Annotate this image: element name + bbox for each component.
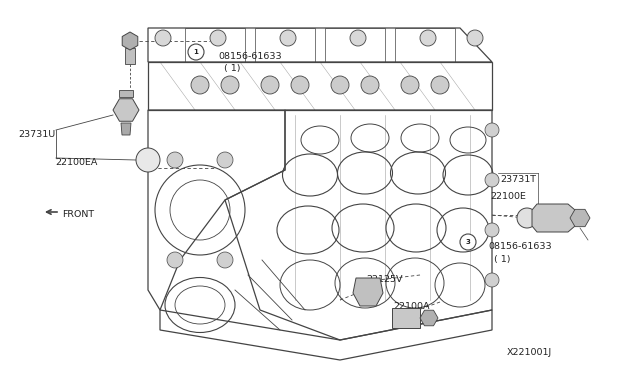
Text: 08156-61633: 08156-61633 <box>218 52 282 61</box>
Circle shape <box>291 76 309 94</box>
Circle shape <box>460 234 476 250</box>
Text: ( 1): ( 1) <box>494 255 511 264</box>
Circle shape <box>210 30 226 46</box>
Polygon shape <box>392 308 420 328</box>
Polygon shape <box>570 209 590 227</box>
Text: 23731U: 23731U <box>18 130 55 139</box>
Text: X221001J: X221001J <box>507 348 552 357</box>
Circle shape <box>485 273 499 287</box>
Circle shape <box>467 30 483 46</box>
Circle shape <box>431 76 449 94</box>
Circle shape <box>217 152 233 168</box>
Text: 22100E: 22100E <box>490 192 526 201</box>
Circle shape <box>136 148 160 172</box>
Text: 3: 3 <box>465 239 470 245</box>
Text: 23731T: 23731T <box>500 175 536 184</box>
Text: FRONT: FRONT <box>62 210 94 219</box>
Circle shape <box>221 76 239 94</box>
Circle shape <box>331 76 349 94</box>
Text: 22100EA: 22100EA <box>55 158 97 167</box>
Circle shape <box>261 76 279 94</box>
Circle shape <box>485 223 499 237</box>
Circle shape <box>350 30 366 46</box>
Text: 22125V: 22125V <box>366 275 403 284</box>
Polygon shape <box>353 278 383 306</box>
Circle shape <box>167 252 183 268</box>
Text: 1: 1 <box>193 49 198 55</box>
Circle shape <box>485 173 499 187</box>
Circle shape <box>420 30 436 46</box>
Circle shape <box>485 123 499 137</box>
Polygon shape <box>420 310 438 326</box>
Text: 22100A: 22100A <box>393 302 429 311</box>
Circle shape <box>361 76 379 94</box>
Circle shape <box>155 30 171 46</box>
Polygon shape <box>532 204 575 232</box>
Circle shape <box>517 208 537 228</box>
Polygon shape <box>125 48 135 64</box>
Circle shape <box>280 30 296 46</box>
Circle shape <box>188 44 204 60</box>
Polygon shape <box>113 99 139 121</box>
Polygon shape <box>122 32 138 50</box>
Circle shape <box>217 252 233 268</box>
Polygon shape <box>119 90 133 97</box>
Circle shape <box>191 76 209 94</box>
Polygon shape <box>121 123 131 135</box>
Text: ( 1): ( 1) <box>224 64 241 73</box>
Circle shape <box>401 76 419 94</box>
Circle shape <box>167 152 183 168</box>
Text: 08156-61633: 08156-61633 <box>488 242 552 251</box>
